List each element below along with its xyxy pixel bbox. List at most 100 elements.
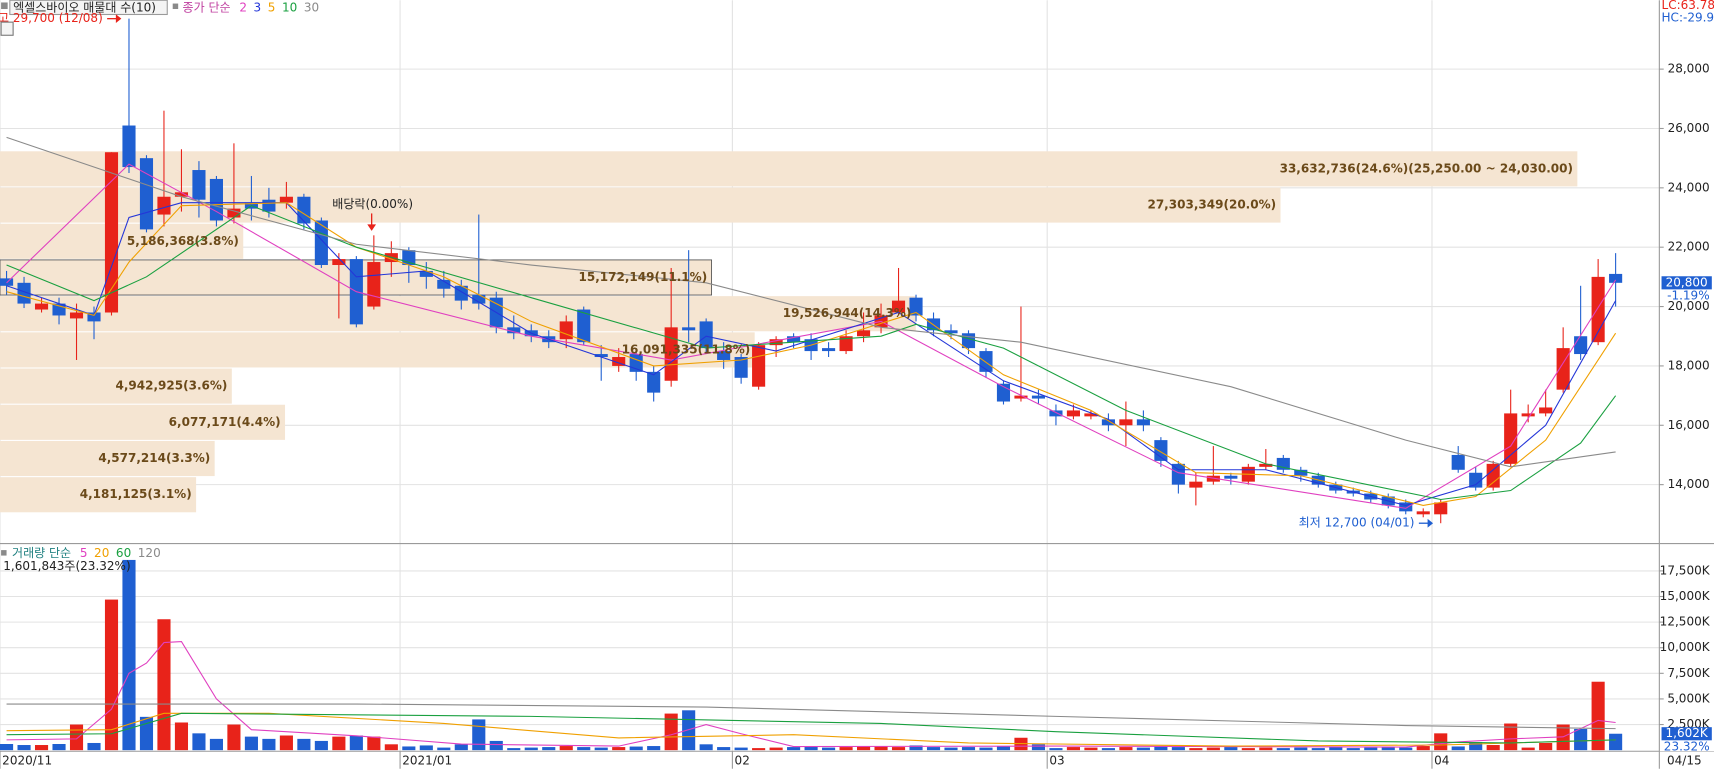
high-annotation: 최고 29,700 (12/08) [0,11,103,25]
candle-body [1189,481,1203,488]
candle-body [1469,472,1483,488]
candle-body [52,303,66,316]
candle-body [944,330,958,334]
volume-bar [1451,746,1465,751]
volume-bar [1154,746,1168,751]
volume-bar [1206,747,1220,751]
candle-body [174,192,189,197]
volume-bar [87,742,101,751]
moving-average [6,202,1617,506]
volume-bar [52,744,66,751]
volume-bar [1591,681,1605,751]
profile-label: 4,942,925(3.6%) [115,379,227,393]
volume-bar [17,745,31,751]
candle-body [1539,407,1553,414]
volume-bar [961,747,976,751]
candle-body [822,348,836,352]
volume-bar [1521,747,1535,751]
volume-bar [1486,745,1500,751]
x-tick-label: 2020/11 [2,754,52,768]
chart-title: 엑셀스바이오 매물대 수(10) [13,0,156,14]
right-axis-bg [1659,0,1714,752]
volume-bar [717,747,731,751]
volume-bar [297,738,311,751]
calc-icon[interactable] [0,21,14,36]
legend-icon [1,550,7,556]
profile-band [0,223,244,259]
last-volume-tag [1661,727,1712,741]
volume-bar [664,713,678,751]
volume-bar [926,747,941,751]
candle-body [979,351,993,372]
candle-body [87,312,101,322]
candle-body [1084,413,1098,417]
candle-body [1486,463,1500,488]
volume-bar [1259,747,1273,751]
x-tick-label: 02 [735,754,750,768]
candle-body [1136,419,1150,426]
profile-band [0,296,916,332]
volume-bar [769,747,783,751]
profile-band [0,332,755,368]
volume-bar [489,740,503,751]
legend-icon [172,3,179,10]
volume-bar [1364,747,1378,751]
volume-bar [1031,744,1046,751]
low-annotation: 최저 12,700 (04/01) [1299,516,1415,530]
volume-bar [1346,748,1360,751]
volume-bar [524,747,538,751]
volume-bar [122,559,136,751]
x-tick-label: 03 [1049,754,1064,768]
volume-bar [1119,747,1133,751]
y-tick-label: 16,000 [1668,418,1710,432]
candle-body [1504,413,1518,464]
volume-bar [1381,747,1395,751]
volume-bar [699,744,713,751]
profile-label: 16,091,335(11.8%) [622,342,751,356]
y-tick-label: 17,500K [1660,563,1711,577]
volume-bar [1574,728,1588,751]
y-tick-label: 28,000 [1668,62,1710,76]
volume-bar [262,738,276,751]
moving-average [6,163,1617,509]
volume-bar [839,747,853,751]
candle-body [1399,502,1413,512]
volume-bar [1539,742,1553,751]
volume-bar [577,747,591,751]
candle-body [1066,410,1080,417]
volume-bar [472,719,486,751]
candle-body [1556,348,1570,390]
candle-body [891,300,906,313]
candle-body [612,357,626,366]
volume-bar [139,716,154,751]
moving-average [6,712,1616,744]
candle-body [139,158,154,230]
lines-layer [6,136,1617,748]
moving-average [6,202,1617,506]
volume-bar [1469,742,1483,751]
volume-bar [682,710,696,751]
candle-body [367,262,381,307]
title-box[interactable] [9,0,168,16]
volume-bar [1276,748,1290,751]
profile-label: 19,526,944(14.3%) [783,306,912,320]
volume-bar [419,745,433,751]
volume-bar [227,724,241,751]
y-tick-label: 7,500K [1667,666,1710,680]
legend-entry: 5 [80,546,88,560]
candle-body [1171,463,1185,485]
candle-body [1031,395,1046,399]
volume-bar [174,722,189,751]
volume-bar [192,733,206,751]
last-volume-label: 1,602K [1666,726,1709,740]
candle-body [314,220,328,266]
candle-body [0,278,14,286]
candle-body [664,327,678,381]
legend-label: 거래량 단순 [12,546,71,560]
y-tick-label: 22,000 [1668,240,1710,254]
candle-body [332,259,346,266]
volume-bar [752,748,766,751]
candle-body [752,345,766,387]
volume-bar [34,745,49,751]
